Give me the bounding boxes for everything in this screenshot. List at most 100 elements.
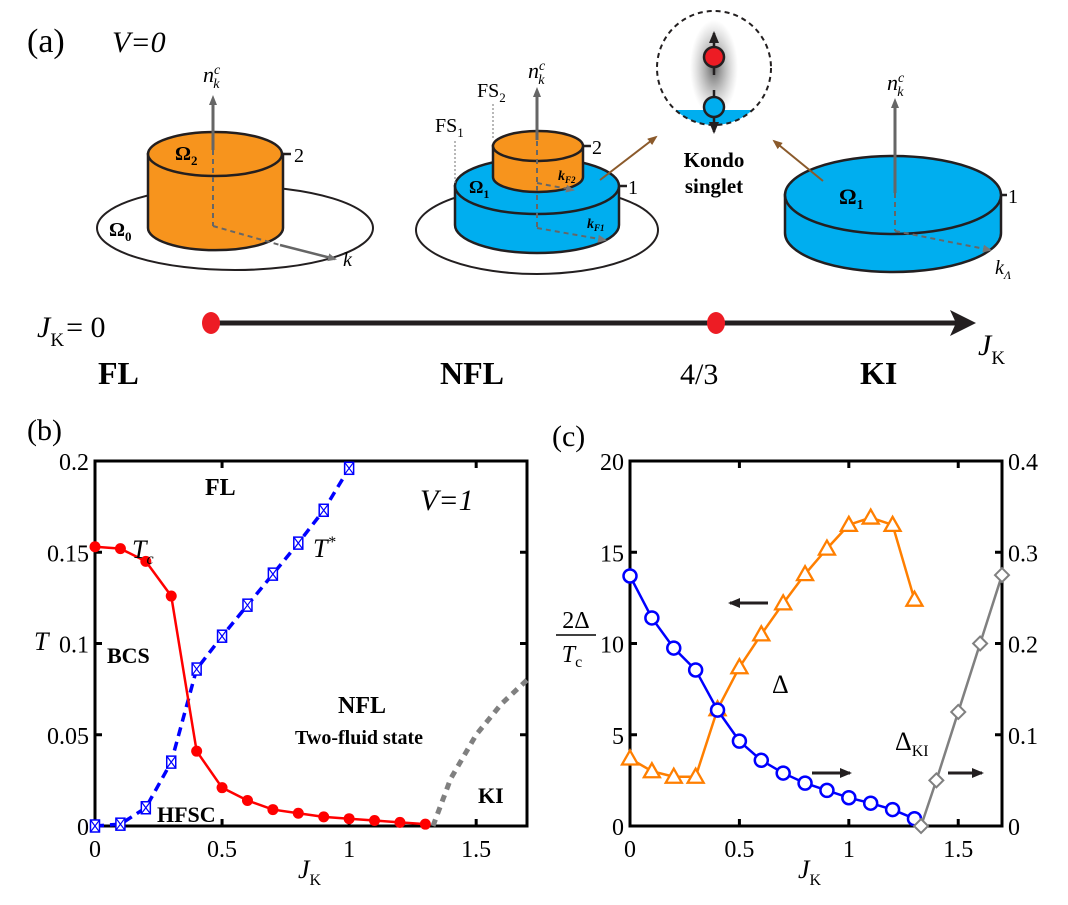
svg-text:Tc: Tc: [562, 642, 582, 671]
x-tick-label: 0: [624, 837, 636, 863]
data-point: [753, 752, 770, 769]
region-nfl: NFL: [338, 693, 386, 719]
data-point: [773, 593, 794, 611]
x-tick-label: 0: [89, 837, 101, 863]
y-right-tick-label: 0.1: [1008, 724, 1038, 750]
data-point: [971, 635, 989, 652]
phase-nfl: NFL: [440, 355, 504, 391]
phase-ki: KI: [860, 355, 897, 391]
data-point: [292, 807, 304, 819]
data-point: [89, 819, 101, 833]
data-point: [841, 789, 857, 806]
critical-value: 4/3: [680, 358, 718, 391]
data-point: [293, 536, 304, 550]
data-point: [663, 766, 684, 784]
jk-end-label: JK: [978, 329, 1005, 369]
nk-label: nc k: [887, 70, 905, 100]
plot-frame: [628, 459, 1004, 828]
omega0-label: Ω0: [109, 219, 132, 244]
data-point: [115, 817, 126, 831]
data-point: [731, 733, 748, 749]
y-right-tick-label: 0.2: [1008, 633, 1038, 659]
omega1-label: Ω1: [469, 177, 489, 201]
data-point: [191, 745, 203, 757]
data-point: [343, 813, 355, 825]
omega2-label: Ω2: [175, 143, 198, 168]
data-point: [819, 782, 835, 799]
data-point: [795, 563, 816, 582]
kf1-label: kF1: [587, 217, 605, 233]
data-point: [797, 775, 813, 791]
panel-c-label: (c): [552, 420, 585, 453]
level-2-label: 2: [592, 137, 602, 159]
fermi-cylinder-top: [146, 130, 284, 178]
jk-phase-axis: JK= 0 JK FL NFL 4/3 KI: [37, 310, 1005, 391]
panel-a: (a) V=0 2 k nc k Ω2 Ω0: [27, 10, 1018, 391]
fl-fermi-diagram: 2 k nc k Ω2 Ω0: [96, 62, 374, 271]
y-right-tick-label: 0.3: [1008, 541, 1038, 567]
kf2-label: kF2: [558, 169, 576, 185]
pointer-arrow: [772, 139, 824, 182]
nk-label: nc k: [203, 62, 221, 92]
x-tick-label: 0.5: [724, 837, 754, 863]
local-spin: [702, 45, 726, 69]
data-point: [729, 656, 750, 675]
tstar-curve-label: T*: [313, 534, 335, 563]
x-tick-label: 1.5: [943, 837, 973, 863]
data-point: [165, 590, 177, 602]
nfl-fermi-diagram: 2 1 nc k FS2 FS1 Ω1 kF2 kF1: [415, 58, 659, 275]
y-axis-label: T: [34, 627, 50, 656]
region-two-fluid: Two-fluid state: [295, 727, 423, 749]
data-point: [140, 801, 152, 815]
x-tick-label: 1: [843, 837, 855, 863]
fermi-cylinder-side: [146, 152, 285, 252]
data-point: [666, 640, 682, 656]
region-ki: KI: [478, 783, 504, 808]
condition-v0: V=0: [112, 26, 166, 59]
data-point: [751, 624, 772, 642]
level-1-label: 1: [1008, 186, 1018, 208]
region-bcs: BCS: [107, 643, 150, 668]
data-point: [687, 662, 704, 678]
k-label: k: [343, 249, 353, 271]
data-point: [882, 514, 903, 533]
x-axis-label: JK: [798, 855, 822, 889]
delta-ki-label: ΔKI: [895, 727, 929, 760]
data-point: [641, 760, 662, 779]
data-point: [241, 794, 253, 806]
data-point: [904, 589, 925, 607]
data-point: [912, 817, 930, 835]
data-point: [267, 804, 279, 816]
y-tick-label: 0: [77, 815, 89, 841]
y-tick-label: 0.05: [47, 724, 89, 750]
y-tick-label: 15: [600, 541, 624, 567]
data-point: [89, 541, 101, 553]
y-axis-label-left: 2Δ Tc: [556, 608, 596, 671]
data-point: [927, 771, 945, 789]
tc-curve-label: Tc: [132, 535, 154, 568]
k-lambda-label: kΛ: [995, 257, 1012, 282]
panel-b-phase-diagram: (b) 0 0.5 1 1.5 0 0.05 0.1 0.15 0.2 FL BCS NFL T…: [27, 414, 529, 889]
data-point: [191, 662, 202, 676]
data-point: [242, 598, 253, 612]
data-point: [949, 703, 967, 721]
pointer-arrow: [599, 135, 658, 181]
kondo-label: Kondo: [684, 148, 745, 172]
y-tick-label: 10: [600, 633, 624, 659]
jk-start-label: JK= 0: [37, 311, 105, 351]
ki-fermi-diagram: 1 nc k Ω1 kΛ: [772, 70, 1018, 282]
singlet-label: singlet: [685, 174, 743, 198]
y-tick-label: 0.1: [59, 633, 89, 659]
svg-text:2Δ: 2Δ: [562, 608, 589, 634]
conduction-electron: [702, 95, 726, 119]
k-axis-arrow: [279, 243, 337, 262]
x-tick-label: 0.5: [207, 837, 237, 863]
data-point: [644, 610, 660, 626]
x-axis-label: JK: [298, 855, 322, 889]
data-point: [993, 566, 1011, 584]
y-tick-label: 5: [612, 724, 624, 750]
y-tick-label: 20: [600, 450, 624, 476]
data-point: [165, 755, 177, 769]
delta-label: Δ: [772, 670, 789, 699]
